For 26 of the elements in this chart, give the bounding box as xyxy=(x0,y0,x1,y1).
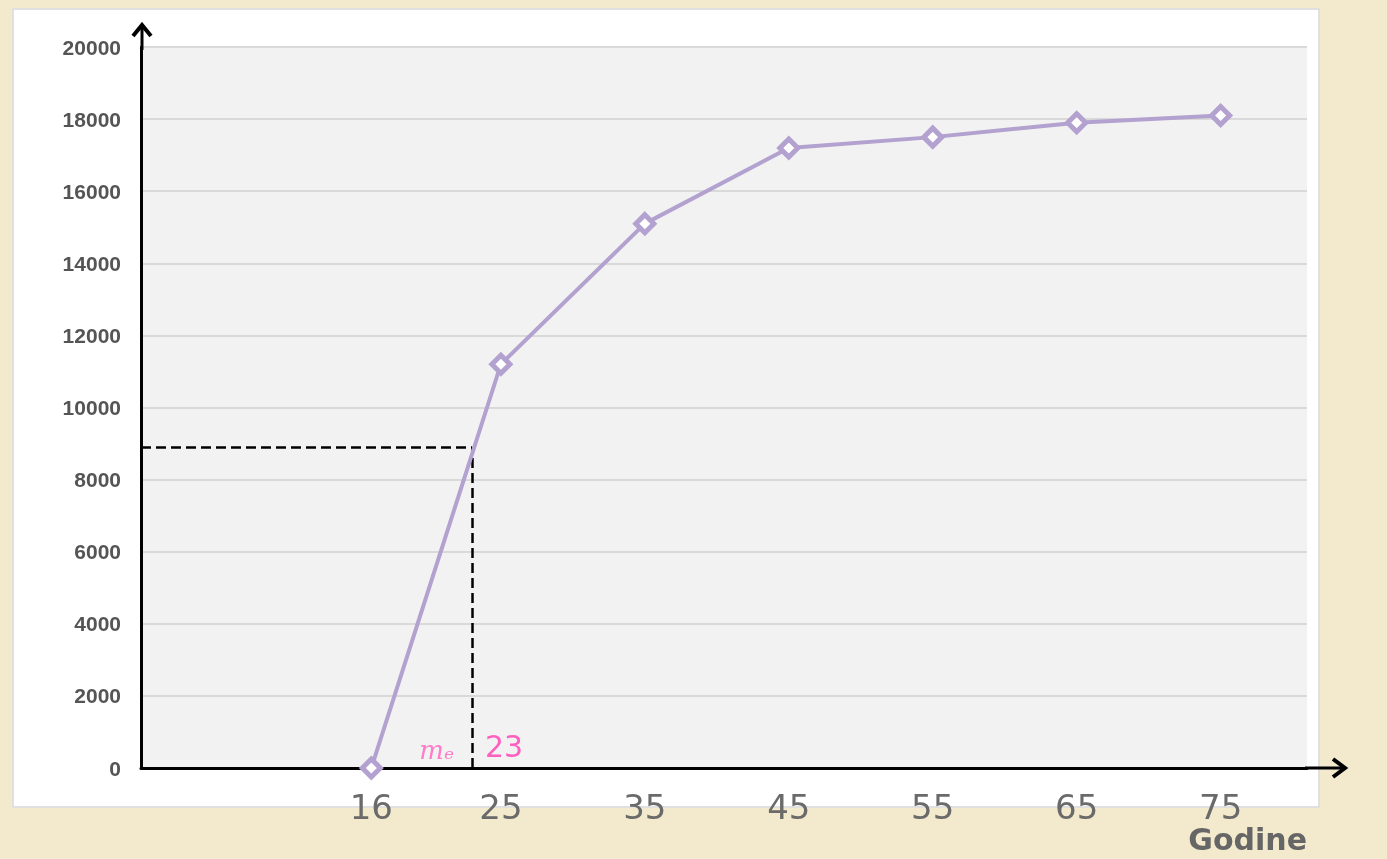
x-tick-label: 55 xyxy=(911,787,955,827)
point xyxy=(359,756,383,780)
x-tick-label: 16 xyxy=(349,787,393,827)
point xyxy=(921,125,945,149)
y-tick-label: 4000 xyxy=(74,612,121,636)
x-tick-label: 65 xyxy=(1055,787,1099,827)
point xyxy=(633,212,657,236)
x-tick-label: 35 xyxy=(623,787,667,827)
y-tick-label: 14000 xyxy=(62,251,121,275)
x-tick-label: 45 xyxy=(767,787,811,827)
point xyxy=(1065,111,1089,135)
point xyxy=(777,136,801,160)
y-tick-label: 16000 xyxy=(62,179,121,203)
y-tick-label: 10000 xyxy=(62,396,121,419)
y-tick-label: 2000 xyxy=(74,684,121,708)
x-tick-label: 25 xyxy=(479,787,523,827)
point xyxy=(489,352,513,376)
annotation: mₑ xyxy=(419,735,455,765)
y-tick-label: 0 xyxy=(109,756,121,780)
y-tick-label: 6000 xyxy=(74,540,121,564)
y-tick-label: 20000 xyxy=(62,35,121,59)
y-tick-label: 18000 xyxy=(62,107,121,131)
y-tick-label: 12000 xyxy=(62,323,121,347)
ref-line-label: 23 xyxy=(484,728,524,764)
y-tick-label: 8000 xyxy=(74,468,121,492)
point xyxy=(1209,104,1233,127)
